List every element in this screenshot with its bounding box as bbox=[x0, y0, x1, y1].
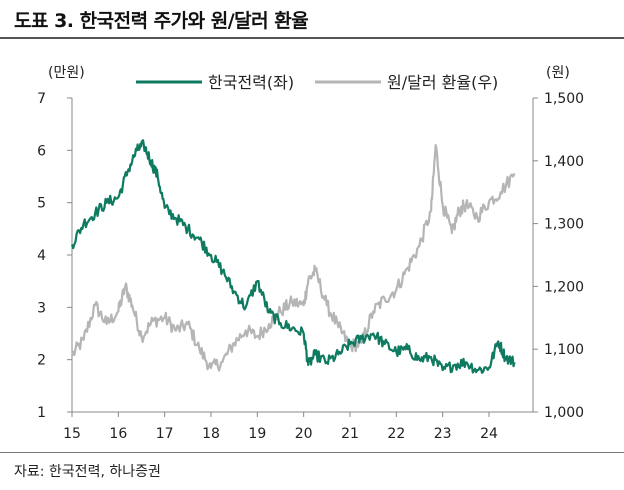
x-tick-label: 17 bbox=[156, 426, 174, 442]
right-tick-label: 1,100 bbox=[544, 342, 584, 358]
left-tick-label: 1 bbox=[37, 405, 46, 421]
x-tick-label: 21 bbox=[341, 426, 359, 442]
x-tick-label: 15 bbox=[63, 426, 81, 442]
series-line-krw-usd-rate bbox=[70, 144, 516, 372]
x-tick-label: 22 bbox=[387, 426, 405, 442]
right-tick-label: 1,300 bbox=[544, 217, 584, 233]
left-tick-label: 3 bbox=[37, 300, 46, 316]
left-tick-label: 7 bbox=[37, 91, 46, 107]
x-tick-label: 19 bbox=[248, 426, 266, 442]
left-tick-label: 4 bbox=[37, 248, 46, 264]
x-tick-label: 18 bbox=[202, 426, 220, 442]
x-tick-label: 24 bbox=[480, 426, 498, 442]
legend: 한국전력(좌) 원/달러 환율(우) bbox=[136, 73, 498, 92]
legend-label-krw-usd: 원/달러 환율(우) bbox=[387, 73, 498, 92]
left-axis-unit: (만원) bbox=[48, 65, 85, 81]
series-layer bbox=[70, 139, 516, 374]
right-tick-label: 1,400 bbox=[544, 154, 584, 170]
x-tick-label: 20 bbox=[295, 426, 313, 442]
x-tick-label: 23 bbox=[434, 426, 452, 442]
right-tick-label: 1,500 bbox=[544, 91, 584, 107]
title-rule bbox=[0, 37, 624, 39]
series-line-kepco-price bbox=[70, 139, 516, 374]
source-note: 자료: 한국전력, 하나증권 bbox=[14, 464, 161, 480]
chart-title: 도표 3. 한국전력 주가와 원/달러 환율 bbox=[14, 10, 309, 32]
right-tick-label: 1,000 bbox=[544, 405, 584, 421]
right-tick-label: 1,200 bbox=[544, 279, 584, 295]
legend-label-kepco: 한국전력(좌) bbox=[208, 73, 294, 92]
left-tick-label: 6 bbox=[37, 143, 46, 159]
left-tick-label: 5 bbox=[37, 196, 46, 212]
x-tick-label: 16 bbox=[109, 426, 127, 442]
right-axis-unit: (원) bbox=[546, 65, 570, 81]
source-rule bbox=[0, 452, 624, 453]
left-tick-label: 2 bbox=[37, 353, 46, 369]
